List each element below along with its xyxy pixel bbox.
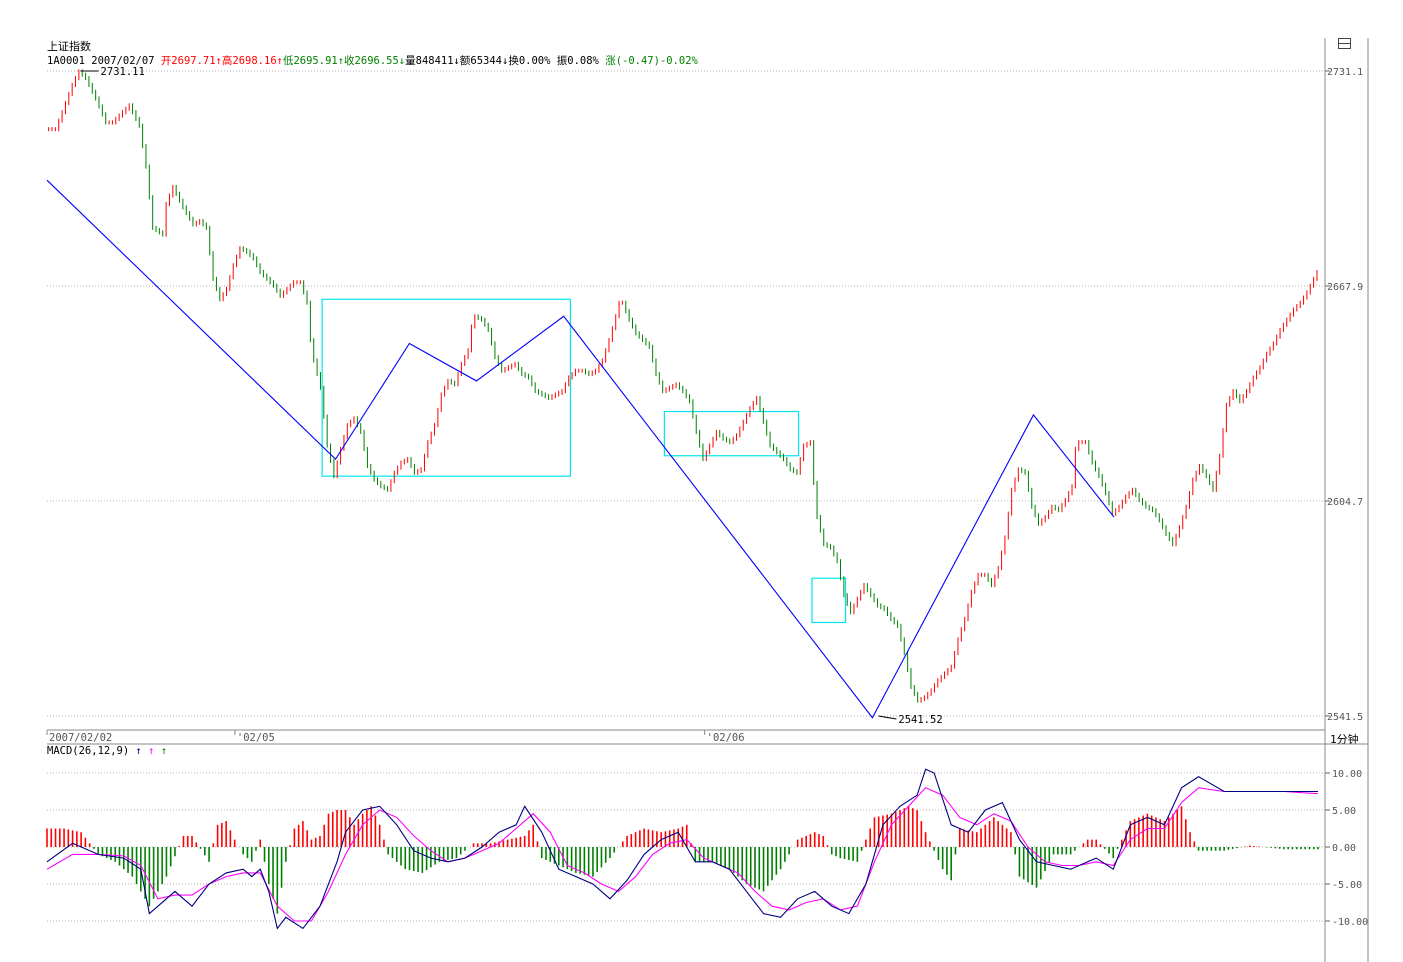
- zigzag-trendlines: [46, 179, 1115, 719]
- macd-tick-label: -10.00: [1332, 917, 1368, 928]
- time-tick-label: 2007/02/02: [49, 732, 112, 744]
- window-layout-icon[interactable]: [1338, 38, 1351, 49]
- low-price: 低2695.91↑: [282, 55, 345, 67]
- dea-line: [46, 787, 1319, 922]
- minute-candles: [48, 69, 1318, 703]
- consolidation-box: [663, 410, 800, 457]
- dif-line: [46, 768, 1318, 930]
- chart-title: 上证指数: [47, 40, 91, 53]
- high-price-label: 2731.11: [101, 66, 145, 78]
- amount: 额65344↓: [459, 55, 509, 67]
- chart-frame: [47, 38, 1369, 962]
- close-price: 收2696.55↓: [344, 55, 406, 67]
- macd-tick-label: 10.00: [1332, 769, 1362, 780]
- macd-lines: [46, 768, 1319, 930]
- consolidation-boxes: [321, 298, 847, 624]
- macd-y-axis: 10.00 5.00 0.00 -5.00 -10.00: [1325, 769, 1368, 928]
- zigzag-line: [46, 179, 1115, 719]
- price-tick-label: 2667.9: [1327, 282, 1363, 293]
- turnover: 换0.00%: [508, 55, 551, 67]
- macd-tick-label: -5.00: [1332, 880, 1362, 891]
- price-y-axis: 2731.1 2667.9 2604.7 2541.5: [1325, 67, 1363, 723]
- macd-arrow-icon: ↑: [160, 745, 168, 757]
- time-tick-label: '02/05: [237, 732, 275, 744]
- price-gridlines: [47, 70, 1325, 717]
- time-tick-label: '02/06: [707, 732, 745, 744]
- stock-code: 1A0001: [47, 55, 85, 67]
- change: 涨(-0.47)-0.02%: [605, 55, 698, 67]
- price-tick-label: 2541.5: [1327, 712, 1363, 723]
- high-price: 高2698.16↑: [221, 55, 283, 67]
- dea-arrow-icon: ↑: [148, 745, 155, 757]
- price-tick-label: 2604.7: [1327, 497, 1363, 508]
- period-selector[interactable]: 1分钟: [1330, 733, 1359, 746]
- quote-info-bar: 1A0001 2007/02/07 开2697.71↑高2698.16↑低269…: [47, 53, 698, 68]
- macd-indicator-label: MACD(26,12,9) ↑ ↑ ↑: [47, 745, 167, 757]
- macd-histogram: [46, 806, 1319, 914]
- macd-tick-label: 5.00: [1332, 806, 1356, 817]
- quote-date: 2007/02/07: [91, 55, 155, 67]
- low-leader-line: [878, 715, 897, 720]
- low-price-label: 2541.52: [898, 714, 942, 726]
- consolidation-box: [811, 577, 847, 624]
- amplitude: 振0.08%: [556, 55, 599, 67]
- time-x-axis: 2007/02/02 '02/05 '02/06: [46, 730, 745, 744]
- macd-tick-label: 0.00: [1332, 843, 1356, 854]
- dif-arrow-icon: ↑: [135, 745, 142, 757]
- price-tick-label: 2731.1: [1327, 67, 1363, 78]
- price-annotations: 2731.11 2541.52: [80, 66, 943, 726]
- volume: 量848411↓: [405, 55, 460, 67]
- macd-title: MACD(26,12,9): [47, 745, 130, 757]
- consolidation-box: [321, 298, 572, 477]
- open-price: 开2697.71↑: [160, 55, 222, 67]
